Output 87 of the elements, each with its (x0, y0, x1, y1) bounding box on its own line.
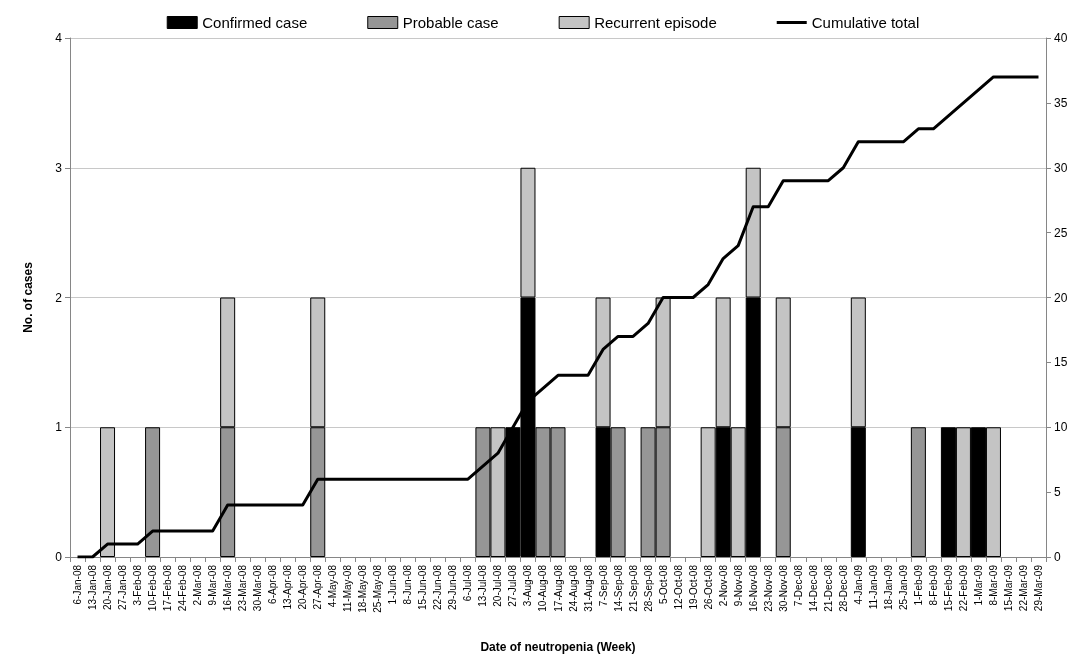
x-tick-label: 16-Nov-08 (747, 564, 759, 612)
x-tick-label: 23-Nov-08 (762, 564, 774, 612)
y-tick-label: 4 (55, 31, 63, 45)
legend-label: Confirmed case (202, 14, 308, 31)
x-tick-label: 9-Mar-08 (207, 564, 219, 606)
bar (910, 427, 926, 557)
x-tick-label: 21-Dec-08 (822, 564, 834, 612)
x-tick-label: 31-Aug-08 (582, 564, 594, 612)
x-tick-label: 24-Feb-08 (177, 564, 189, 612)
x-tick-label: 22-Jun-08 (432, 564, 444, 611)
x-tick-label: 10-Aug-08 (537, 564, 549, 612)
x-tick-label: 14-Sep-08 (612, 564, 624, 612)
x-tick-label: 5-Oct-08 (657, 564, 669, 604)
y2-tick-label: 25 (1054, 225, 1068, 240)
y-tick-label: 0 (55, 550, 63, 564)
x-tick-label: 1-Mar-09 (972, 564, 984, 606)
x-tick-label: 17-Aug-08 (552, 564, 564, 612)
x-tick-label: 24-Aug-08 (567, 564, 579, 612)
x-tick-label: 21-Sep-08 (627, 564, 639, 612)
x-tick-label: 11-May-08 (342, 564, 354, 613)
x-tick-label: 30-Nov-08 (777, 564, 789, 612)
y-axis-title: No. of cases (21, 261, 35, 333)
y2-tick-label: 15 (1054, 355, 1068, 370)
y2-tick-label: 10 (1054, 420, 1068, 435)
x-tick-label: 26-Oct-08 (702, 564, 714, 610)
x-tick-label: 9-Nov-08 (732, 564, 744, 607)
x-tick-label: 1-Feb-09 (912, 564, 924, 606)
x-tick-label: 7-Dec-08 (792, 564, 804, 607)
y-tick-label: 3 (55, 160, 63, 175)
x-tick-label: 19-Oct-08 (687, 564, 699, 610)
x-tick-label: 6-Jan-08 (72, 564, 84, 605)
x-tick-label: 13-Jul-08 (477, 564, 489, 607)
x-tick-label: 4-Jan-09 (852, 564, 864, 605)
x-tick-label: 20-Apr-08 (297, 564, 309, 610)
x-tick-label: 13-Jan-08 (87, 564, 99, 611)
y2-tick-label: 35 (1054, 95, 1068, 110)
x-axis-title: Date of neutropenia (Week) (480, 640, 636, 654)
y2-tick-label: 0 (1054, 550, 1061, 564)
x-tick-label: 2-Mar-08 (192, 564, 204, 606)
x-tick-label: 27-Apr-08 (312, 564, 324, 610)
x-tick-label: 18-Jan-09 (882, 564, 894, 611)
x-tick-label: 6-Apr-08 (267, 564, 279, 604)
y-tick-label: 2 (55, 290, 63, 305)
x-tick-label: 17-Feb-08 (162, 564, 174, 612)
x-tick-label: 11-Jan-09 (867, 564, 879, 610)
x-tick-label: 6-Jul-08 (462, 564, 474, 602)
legend-label: Probable case (402, 14, 499, 31)
x-tick-label: 10-Feb-08 (147, 564, 159, 612)
y2-tick-label: 40 (1054, 31, 1068, 45)
legend-label: Cumulative total (811, 14, 920, 31)
x-tick-label: 23-Mar-08 (237, 564, 249, 612)
x-tick-label: 27-Jan-08 (117, 564, 129, 611)
x-tick-label: 22-Mar-09 (1017, 564, 1029, 612)
legend-label: Recurrent episode (594, 14, 717, 31)
x-tick-label: 27-Jul-08 (507, 564, 519, 607)
x-tick-label: 3-Aug-08 (522, 564, 534, 607)
x-tick-label: 20-Jan-08 (102, 564, 114, 611)
x-tick-label: 8-Feb-09 (927, 564, 939, 606)
x-tick-label: 25-May-08 (372, 564, 384, 613)
x-tick-label: 13-Apr-08 (282, 564, 294, 610)
x-tick-label: 7-Sep-08 (597, 564, 609, 607)
x-tick-label: 2-Nov-08 (717, 564, 729, 607)
x-tick-label: 29-Mar-09 (1032, 564, 1044, 612)
x-tick-label: 8-Jun-08 (402, 564, 414, 605)
y2-tick-label: 20 (1054, 290, 1068, 305)
x-tick-label: 29-Jun-08 (447, 564, 459, 611)
x-tick-label: 15-Jun-08 (417, 564, 429, 611)
x-tick-label: 15-Feb-09 (942, 564, 954, 612)
x-tick-label: 16-Mar-08 (222, 564, 234, 612)
y2-tick-label: 30 (1054, 160, 1068, 175)
x-tick-label: 28-Sep-08 (642, 564, 654, 612)
x-tick-label: 12-Oct-08 (672, 564, 684, 610)
line-series (76, 75, 1040, 559)
x-tick-label: 22-Feb-09 (957, 564, 969, 612)
x-tick-label: 30-Mar-08 (252, 564, 264, 612)
y2-tick-label: 5 (1054, 485, 1061, 500)
x-tick-label: 20-Jul-08 (492, 564, 504, 607)
x-tick-label: 25-Jan-09 (897, 564, 909, 611)
x-tick-label: 4-May-08 (327, 564, 339, 608)
x-tick-label: 15-Mar-09 (1002, 564, 1014, 612)
x-tick-label: 14-Dec-08 (807, 564, 819, 612)
y-tick-label: 1 (55, 420, 63, 435)
x-tick-label: 3-Feb-08 (132, 564, 144, 606)
x-tick-label: 1-Jun-08 (387, 564, 399, 605)
x-tick-label: 8-Mar-09 (987, 564, 999, 606)
x-tick-label: 28-Dec-08 (837, 564, 849, 612)
x-tick-label: 18-May-08 (357, 564, 369, 613)
